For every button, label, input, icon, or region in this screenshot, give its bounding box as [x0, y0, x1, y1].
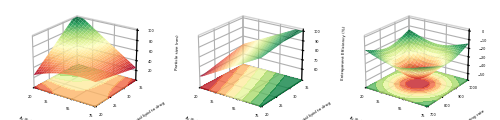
- Y-axis label: C: Stirring rate: C: Stirring rate: [458, 109, 485, 120]
- Y-axis label: B: Ratio of total lipid to drug: B: Ratio of total lipid to drug: [114, 101, 166, 120]
- Y-axis label: B: Ratio of total lipid to drug: B: Ratio of total lipid to drug: [280, 101, 331, 120]
- X-axis label: A: Ratio of surfactant to dru: A: Ratio of surfactant to dru: [184, 116, 240, 120]
- X-axis label: A: Ratio of surfactant to drug: A: Ratio of surfactant to drug: [350, 116, 408, 120]
- X-axis label: A: Ratio of surfactant to dru: A: Ratio of surfactant to dru: [19, 116, 74, 120]
